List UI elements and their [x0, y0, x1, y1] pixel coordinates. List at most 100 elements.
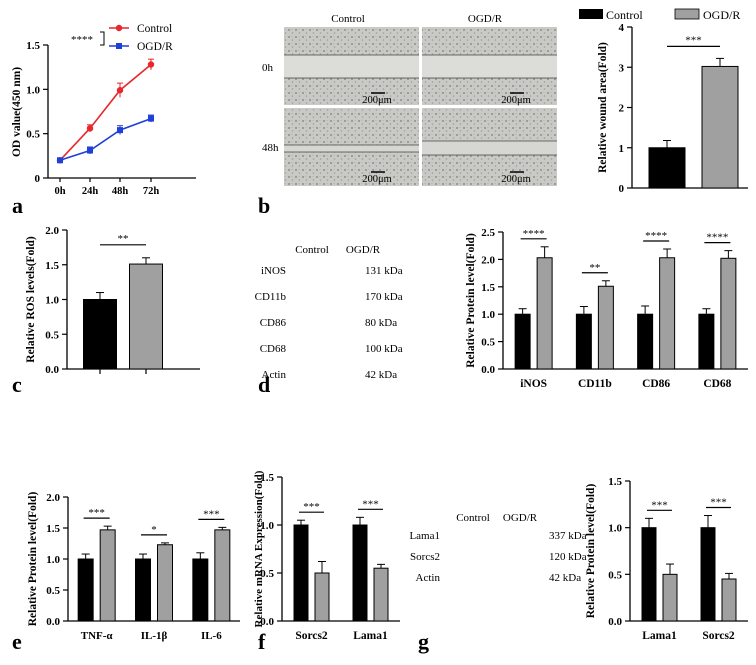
- bar-inos-ogdr: [536, 257, 553, 370]
- y-tick-label: 0.5: [45, 329, 59, 341]
- panel-letter-c: c: [12, 372, 22, 397]
- chart-d-protein: 0.0 0.5 1.0 1.5 2.0 2.5 Relative Protein level…: [465, 227, 748, 390]
- scale-bar-label: 200μm: [501, 174, 531, 185]
- scale-bar-label: 200μm: [362, 174, 392, 185]
- y-tick-label: 0.0: [608, 616, 622, 628]
- chart-b-wound-area: 0 1 2 3 4 Relative wound area(Fold) *** Control…: [579, 8, 748, 195]
- legend-label-ogdr: OGD/R: [137, 41, 173, 53]
- blot-row-label: Sorcs2: [410, 551, 440, 563]
- bar-cd68-ogdr: [720, 257, 737, 370]
- y-tick-label: 0.0: [260, 616, 274, 628]
- bar-cd86-control: [637, 313, 654, 370]
- western-blot-d: Control OGD/R iNOS 131 kDa CD11b 170 kDa CD8…: [255, 244, 403, 381]
- blot-row-label: CD86: [260, 317, 287, 329]
- bar-il6-ogdr: [214, 529, 231, 622]
- chart-g-protein: 0.0 0.5 1.0 1.5 Relative Protein level(Fold)…: [585, 476, 748, 642]
- y-axis-label: Relative Protein level(Fold): [27, 492, 39, 627]
- sig-stars: ****: [645, 230, 667, 242]
- x-tick-label: IL-6: [201, 630, 222, 642]
- blot-kda-label: 100 kDa: [365, 343, 403, 355]
- bar-control: [648, 147, 686, 189]
- bar-control: [83, 299, 117, 370]
- x-tick-label: 0h: [54, 186, 65, 197]
- y-axis-label: Relative wound area(Fold): [597, 42, 609, 173]
- blot-d-col-control: Control: [295, 244, 329, 256]
- sig-stars: ***: [303, 501, 320, 513]
- y-tick-label: 1.5: [481, 282, 495, 294]
- x-tick-label: 24h: [82, 186, 99, 197]
- blot-row-label: iNOS: [261, 265, 286, 277]
- sig-stars: ***: [710, 497, 727, 509]
- micrograph-control-48h: 200μm: [284, 108, 419, 186]
- y-tick-label: 1.0: [481, 309, 495, 321]
- sig-stars: ***: [362, 498, 379, 510]
- y-tick-label: 1: [619, 143, 625, 155]
- bar-lama1-ogdr: [373, 567, 389, 622]
- x-tick-label: 48h: [112, 186, 129, 197]
- blot-d-col-ogdr: OGD/R: [346, 244, 381, 256]
- x-tick-label: CD68: [703, 378, 731, 390]
- y-tick-label: 1.0: [45, 295, 59, 307]
- sig-stars: ***: [685, 34, 702, 46]
- y-tick-label: 0.0: [45, 364, 59, 376]
- y-axis-label: Relative Protein level(Fold): [585, 484, 597, 619]
- x-tick-label: CD86: [642, 378, 670, 390]
- panel-letter-d: d: [258, 372, 270, 397]
- western-blot-g: Control OGD/R Lama1 337 kDa Sorcs2 120 kDa A…: [409, 512, 586, 584]
- y-tick-label: 2.0: [481, 254, 495, 266]
- y-axis-label: Relative mRNA Expression(Fold): [253, 470, 265, 627]
- x-tick-label: iNOS: [520, 378, 547, 390]
- y-tick-label: 0: [35, 173, 41, 185]
- y-tick-label: 0.5: [46, 585, 60, 597]
- bar-il6-control: [192, 558, 209, 622]
- panel-letter-g: g: [418, 629, 429, 654]
- x-tick-label: Lama1: [642, 630, 677, 642]
- y-axis-label: Relative Protein level(Fold): [465, 233, 477, 368]
- scale-bar-label: 200μm: [362, 95, 392, 106]
- panel-letter-e: e: [12, 629, 22, 654]
- bar-sorcs2-ogdr: [721, 578, 737, 622]
- bar-cd68-control: [698, 313, 715, 370]
- data-point-control: [116, 87, 124, 94]
- y-axis-label: OD value(450 nm): [11, 67, 23, 157]
- legend-label-ogdr: OGD/R: [703, 8, 740, 22]
- micrograph-ogdr-0h: 200μm: [422, 27, 557, 106]
- x-tick-label: 72h: [143, 186, 160, 197]
- y-tick-label: 2.0: [45, 225, 59, 237]
- micrograph-control-0h: 200μm: [284, 27, 419, 106]
- data-point-ogdr: [148, 115, 154, 122]
- chart-a-line: 0 0.5 1.0 1.5 0h 24h 48h 72h OD value(450 nm) Con…: [11, 23, 196, 197]
- sig-stars: ***: [203, 508, 220, 520]
- y-tick-label: 2: [619, 103, 625, 115]
- y-tick-label: 3: [619, 62, 625, 74]
- x-tick-label: Sorcs2: [295, 630, 328, 642]
- blot-kda-label: 42 kDa: [549, 572, 581, 584]
- blot-row-label: Lama1: [409, 530, 440, 542]
- y-tick-label: 1.5: [45, 260, 59, 272]
- bar-sorcs2-control: [293, 524, 309, 622]
- y-tick-label: 4: [619, 22, 625, 34]
- sig-stars: ****: [523, 228, 545, 240]
- bar-il1-control: [135, 558, 151, 622]
- blot-g-col-ogdr: OGD/R: [503, 512, 538, 524]
- blot-g-col-control: Control: [456, 512, 490, 524]
- sig-bracket: [100, 31, 105, 46]
- bar-tnf-ogdr: [99, 529, 116, 622]
- y-tick-label: 1.5: [608, 476, 622, 488]
- blot-kda-label: 170 kDa: [365, 291, 403, 303]
- bar-ogdr: [701, 65, 739, 189]
- data-point-ogdr: [117, 127, 123, 134]
- x-tick-label: CD11b: [578, 378, 612, 390]
- micrograph-ogdr-48h: 200μm: [422, 108, 557, 186]
- x-tick-label: Lama1: [353, 630, 388, 642]
- series-line-control: [59, 63, 152, 161]
- y-tick-label: 0.5: [260, 568, 274, 580]
- sig-stars: ****: [71, 34, 93, 46]
- bar-lama1-control: [641, 527, 657, 622]
- data-point-control: [86, 125, 94, 132]
- bar-lama1-ogdr: [662, 573, 678, 622]
- sig-stars: **: [118, 233, 129, 245]
- legend-marker-control: [115, 24, 123, 32]
- legend-label-control: Control: [137, 23, 172, 35]
